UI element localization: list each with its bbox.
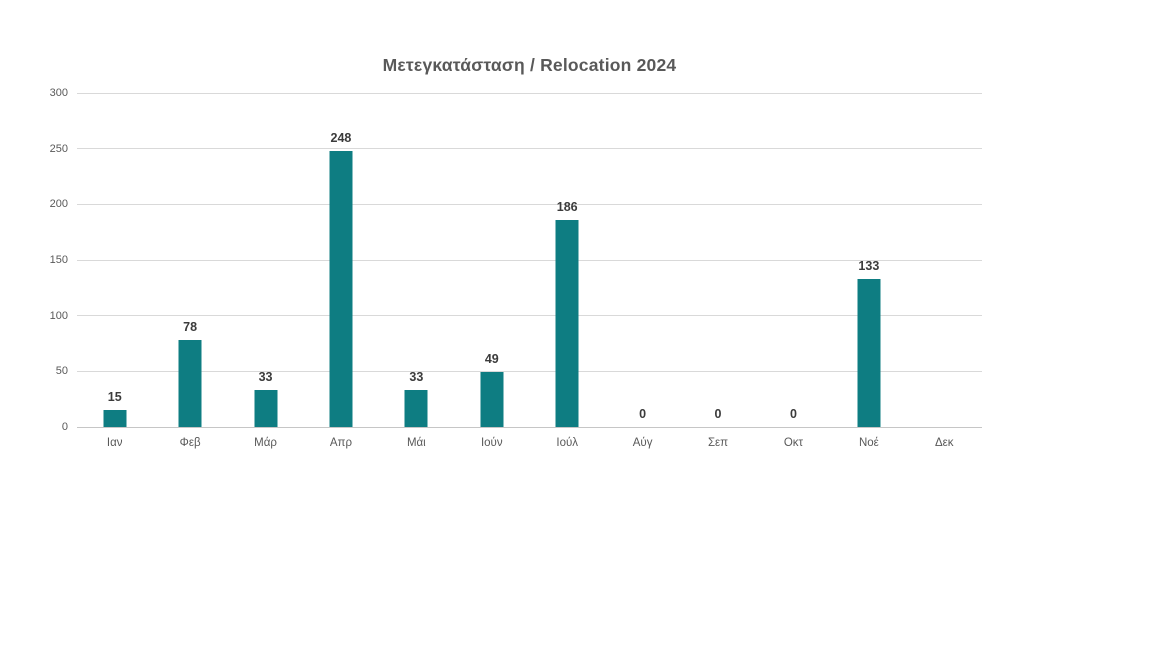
- y-axis-tick-label: 250: [49, 142, 68, 155]
- bar: [555, 219, 579, 427]
- x-axis-category-label: Μάι: [406, 437, 426, 449]
- bar: [254, 390, 278, 427]
- bar: [404, 390, 428, 427]
- bar-value-label: 0: [789, 407, 797, 421]
- x-axis-line: [77, 426, 982, 428]
- gridline: [77, 259, 982, 261]
- x-axis-category-label: Φεβ: [179, 437, 201, 449]
- bar-value-label: 186: [556, 199, 578, 214]
- bar: [103, 410, 127, 427]
- x-axis-category-label: Οκτ: [783, 437, 804, 449]
- bar: [329, 150, 353, 427]
- y-axis-tick-label: 150: [49, 254, 68, 266]
- x-axis-category-label: Ιαν: [106, 437, 123, 449]
- bar-value-label: 15: [107, 390, 122, 405]
- x-axis-category-label: Ιούλ: [556, 437, 579, 449]
- gridline: [77, 370, 982, 372]
- category-slot: 0 Αύγ: [605, 93, 680, 449]
- x-axis-category-label: Σεπ: [707, 437, 729, 449]
- gridline: [77, 148, 982, 150]
- y-axis-tick-label: 50: [55, 365, 68, 378]
- bar-value-label: 0: [639, 407, 647, 421]
- gridline: [77, 92, 982, 94]
- x-axis-category-label: Αύγ: [632, 437, 653, 449]
- x-axis-category-label: Απρ: [329, 437, 353, 449]
- gridline: [77, 203, 982, 205]
- bar-value-label: 49: [484, 352, 499, 367]
- category-slot: Δεκ: [907, 93, 982, 449]
- y-axis-tick-label: 300: [49, 87, 68, 99]
- bar-value-label: 33: [409, 370, 424, 385]
- bar: [178, 340, 202, 427]
- bar-value-label: 248: [330, 130, 352, 145]
- bar: [857, 278, 881, 427]
- x-axis-category-label: Νοέ: [858, 437, 879, 449]
- category-slot: 15 Ιαν: [77, 93, 152, 449]
- category-slot: 33 Μάρ: [228, 93, 303, 449]
- x-axis-category-label: Δεκ: [935, 437, 954, 449]
- bar: [480, 372, 504, 427]
- category-slot: 0 Σεπ: [680, 93, 755, 449]
- category-slot: 186 Ιούλ: [530, 93, 605, 449]
- bar-value-label: 33: [258, 370, 273, 385]
- bar-value-label: 0: [714, 407, 722, 421]
- category-slot: 248 Απρ: [303, 93, 378, 449]
- category-slot: 0 Οκτ: [756, 93, 831, 449]
- y-axis-tick-label: 100: [49, 309, 68, 322]
- category-slot: 33 Μάι: [379, 93, 454, 449]
- category-slot: 78 Φεβ: [152, 93, 227, 449]
- x-axis-category-label: Ιούν: [480, 437, 503, 449]
- plot-area: 15 Ιαν 78 Φεβ 33 Μάρ 248 Απρ 33 Μάι 49 Ιούν 186 Ιούλ 0…: [77, 92, 982, 449]
- gridline: [77, 315, 982, 317]
- chart-title: Μετεγκατάσταση / Relocation 2024: [382, 55, 677, 75]
- category-slot: 133 Νοέ: [831, 93, 906, 449]
- category-slot: 49 Ιούν: [454, 93, 529, 449]
- bar-value-label: 78: [183, 320, 198, 335]
- bar-value-label: 133: [858, 258, 880, 273]
- y-axis-tick-label: 0: [61, 421, 68, 433]
- x-axis-category-label: Μάρ: [254, 437, 277, 449]
- y-axis-tick-label: 200: [49, 198, 68, 211]
